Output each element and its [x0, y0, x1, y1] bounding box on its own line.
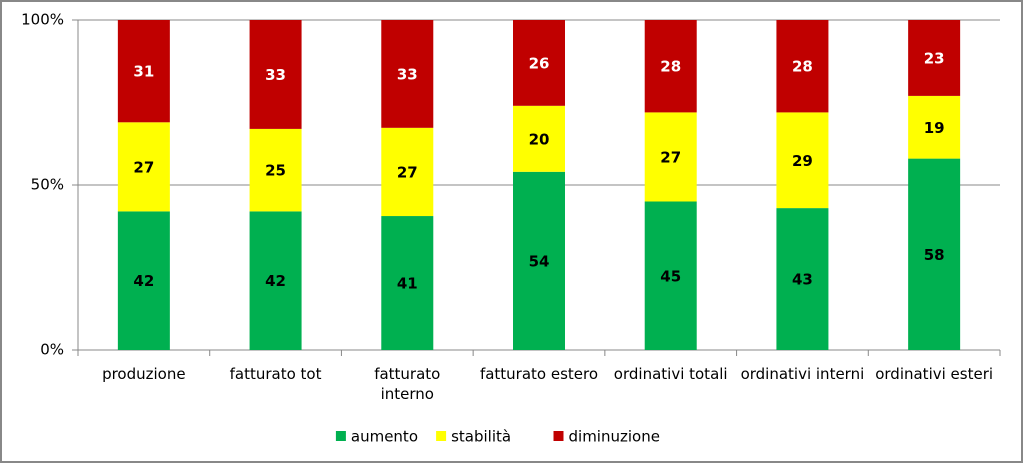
bar-segment	[513, 20, 565, 106]
y-tick-label: 50%	[31, 176, 64, 194]
data-label: 54	[529, 252, 550, 270]
data-label: 41	[397, 275, 418, 293]
bar-segment	[381, 127, 434, 217]
legend-label: aumento	[351, 428, 418, 446]
y-tick-label: 100%	[21, 11, 64, 29]
bar-segment	[776, 20, 829, 113]
bar-segment	[908, 95, 961, 159]
data-label: 23	[924, 49, 945, 67]
bar-segment	[117, 20, 170, 123]
x-tick-label: fatturato tot	[229, 365, 322, 383]
data-label: 27	[660, 148, 681, 166]
data-label: 27	[397, 163, 418, 181]
y-tick-label: 0%	[40, 341, 64, 359]
data-label: 29	[792, 152, 813, 170]
bar-segment	[644, 20, 697, 113]
data-label: 42	[265, 272, 286, 290]
x-tick-label: produzione	[102, 365, 186, 383]
bar-segment	[381, 20, 434, 128]
bar-segment	[381, 216, 434, 350]
x-tick-label: ordinativi esteri	[875, 365, 994, 383]
x-tick-label: ordinativi interni	[740, 365, 865, 383]
data-label: 25	[265, 162, 286, 180]
bar-segment	[644, 112, 697, 202]
data-label: 33	[265, 66, 286, 84]
data-label: 45	[660, 267, 681, 285]
legend-swatch	[335, 431, 346, 441]
data-label: 26	[529, 54, 550, 72]
legend-swatch	[553, 431, 564, 441]
data-label: 19	[924, 119, 945, 137]
bar-segment	[908, 20, 961, 96]
bar-segment	[117, 122, 170, 212]
data-label: 27	[133, 158, 154, 176]
data-label: 58	[924, 246, 945, 264]
bar-segment	[249, 211, 302, 350]
data-label: 43	[792, 271, 813, 289]
data-label: 28	[660, 58, 681, 76]
bar-segment	[513, 171, 565, 350]
bar-segment	[644, 201, 697, 350]
x-tick-label: fatturato interno	[374, 365, 441, 403]
data-label: 42	[133, 272, 154, 290]
data-label: 33	[397, 65, 418, 83]
x-tick-label: fatturato estero	[479, 365, 599, 383]
bar-segment	[776, 208, 829, 350]
data-label: 31	[133, 63, 154, 81]
bar-segment	[249, 20, 302, 129]
bar-segment	[513, 105, 565, 172]
legend-label: diminuzione	[569, 428, 660, 446]
legend-label: stabilità	[451, 428, 511, 446]
data-label: 20	[529, 130, 550, 148]
bar-segment	[908, 158, 961, 350]
bar-segment	[117, 211, 170, 350]
bar-segment	[249, 128, 302, 212]
data-label: 28	[792, 58, 813, 76]
legend-swatch	[436, 431, 447, 441]
x-tick-label: ordinativi totali	[613, 365, 728, 383]
bar-segment	[776, 112, 829, 209]
